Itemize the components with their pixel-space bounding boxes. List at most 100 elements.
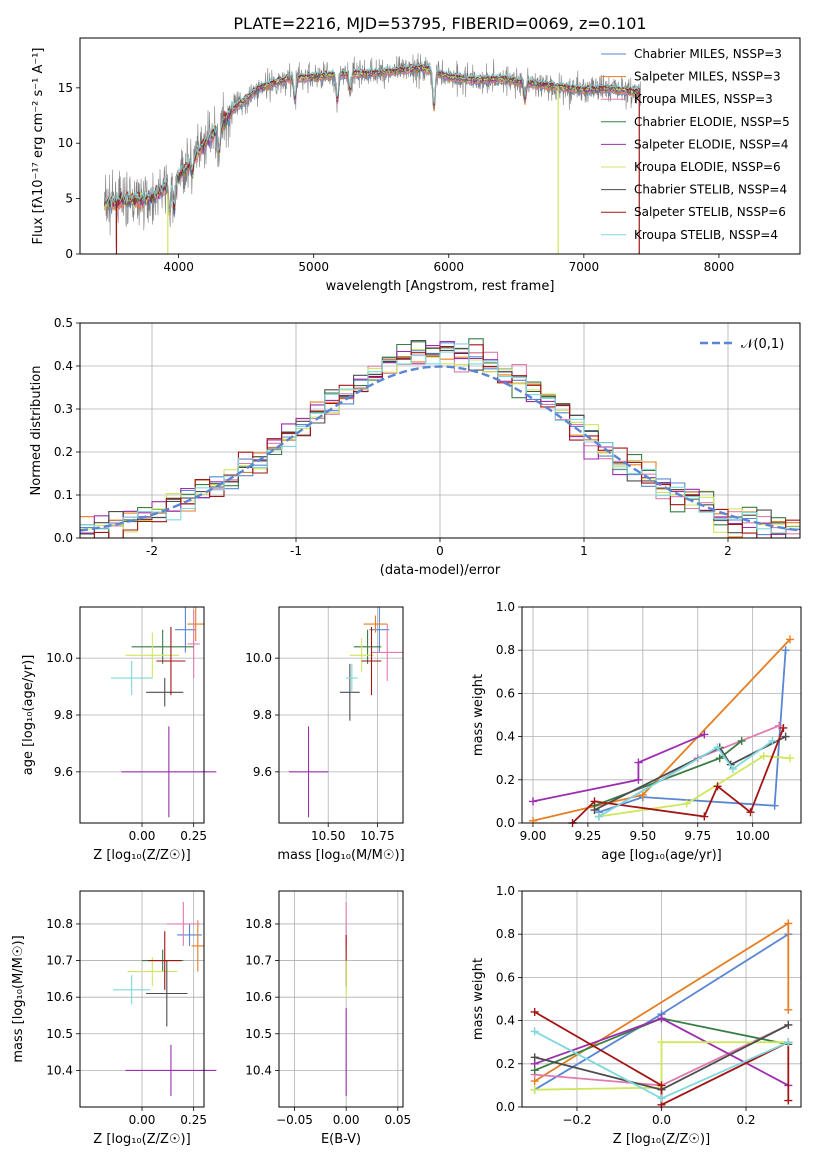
weight_vs_Z-point-marker: [784, 919, 793, 928]
residuals-ytick-label: 0.3: [54, 402, 73, 416]
weight_vs_age-ytick-label: 1.0: [496, 600, 515, 614]
weight_vs_Z-frame: [521, 890, 802, 1108]
weight_vs_Z-ytick-label: 0.4: [496, 1014, 515, 1028]
residuals-ylabel: Normed distribution: [29, 366, 44, 496]
weight_vs_age-ylabel: mass weight: [471, 674, 486, 756]
weight_vs_Z-point-marker: [530, 1053, 539, 1062]
mass_vs_EBV-frame: [278, 890, 404, 1108]
spectrum-legend-label: Kroupa MILES, NSSP=3: [634, 92, 773, 106]
mass_vs_Z-frame: [79, 890, 205, 1108]
weight_vs_age-point-marker: [768, 736, 777, 745]
weight_vs_age-point-marker: [775, 721, 784, 730]
age_vs_mass-ytick-label: 9.8: [253, 708, 272, 722]
spectrum-legend-label: Salpeter STELIB, NSSP=6: [634, 205, 786, 219]
weight_vs_age-point-marker: [779, 723, 788, 732]
residual-histogram-7: [80, 344, 800, 539]
weight_vs_age-xtick-label: 9.25: [575, 829, 602, 843]
weight_vs_age-point-marker: [781, 732, 790, 741]
spectrum-legend-label: Kroupa STELIB, NSSP=4: [634, 228, 778, 242]
spectrum-ytick-label: 5: [65, 192, 73, 206]
weight_vs_Z-series-line: [534, 1041, 789, 1091]
spectrum-xtick-label: 7000: [569, 260, 600, 274]
weight_vs_Z-point-marker: [657, 1081, 666, 1090]
weight_vs_age-point-marker: [737, 736, 746, 745]
mass_vs_EBV-ytick-label: 10.5: [245, 1027, 272, 1041]
weight_vs_age-point-marker: [786, 754, 795, 763]
residuals-ytick-label: 0.1: [54, 488, 73, 502]
weight_vs_Z-point-marker: [784, 1020, 793, 1029]
age_vs_Z-ytick-label: 9.8: [54, 708, 73, 722]
residual-legend-label: 𝒩(0,1): [741, 337, 784, 352]
age_vs_mass-frame: [278, 606, 404, 824]
spectrum-legend-label: Salpeter ELODIE, NSSP=4: [634, 137, 789, 151]
weight_vs_Z-ytick-label: 0.6: [496, 970, 515, 984]
weight_vs_age-point-marker: [715, 754, 724, 763]
weight_vs_age-series-line: [598, 740, 773, 818]
residuals-ytick-label: 0.5: [54, 316, 73, 330]
residuals-ytick-label: 0.0: [54, 531, 73, 545]
mass_vs_EBV-ytick-label: 10.8: [245, 917, 272, 931]
mass_vs_EBV-ytick-label: 10.6: [245, 990, 272, 1004]
normal-reference-curve: [79, 365, 801, 532]
weight_vs_age-series-line: [532, 733, 705, 803]
residuals-xtick-label: -1: [290, 544, 302, 558]
weight_vs_age-ytick-label: 0.0: [496, 816, 515, 830]
residual-histogram-8: [80, 343, 800, 534]
weight_vs_Z-xtick-label: 0.2: [736, 1113, 755, 1127]
weight_vs_Z-point-marker: [530, 1007, 539, 1016]
mass_vs_EBV-xtick-label: 0.05: [384, 1113, 411, 1127]
weight_vs_age-xlabel: age [log₁₀(age/yr)]: [601, 848, 722, 863]
weight_vs_age-xtick-label: 9.50: [629, 829, 656, 843]
weight_vs_Z-point-marker: [657, 1014, 666, 1023]
residuals-xtick-label: -2: [146, 544, 158, 558]
residuals-xtick-label: 0: [436, 544, 444, 558]
mass_vs_Z-ytick-label: 10.6: [46, 990, 73, 1004]
weight_vs_Z-point-marker: [657, 1094, 666, 1103]
weight_vs_age-ytick-label: 0.2: [496, 773, 515, 787]
weight_vs_age-point-marker: [634, 775, 643, 784]
spectrum-legend-label: Chabrier MILES, NSSP=3: [634, 47, 782, 61]
weight_vs_Z-xtick-label: 0.0: [652, 1113, 671, 1127]
mass_vs_Z-ylabel: mass [log₁₀(M/M☉)]: [11, 935, 26, 1062]
mass_vs_EBV-ytick-label: 10.4: [245, 1063, 272, 1077]
spectrum-model-line: [104, 61, 641, 212]
weight_vs_age-point-marker: [638, 790, 647, 799]
spectrum-xtick-label: 6000: [434, 260, 465, 274]
mass_vs_Z-ytick-label: 10.4: [46, 1063, 73, 1077]
age_vs_mass-ytick-label: 9.6: [253, 765, 272, 779]
weight_vs_Z-ytick-label: 0.2: [496, 1057, 515, 1071]
weight_vs_Z-ytick-label: 0.0: [496, 1100, 515, 1114]
spectrum-xlabel: wavelength [Angstrom, rest frame]: [326, 279, 555, 294]
residuals-ytick-label: 0.2: [54, 445, 73, 459]
age_vs_mass-xtick-label: 10.50: [311, 829, 345, 843]
mass_vs_EBV-xlabel: E(B-V): [321, 1132, 361, 1147]
weight_vs_Z-point-marker: [784, 1005, 793, 1014]
weight_vs_Z-point-marker: [657, 1038, 666, 1047]
spectrum-ytick-label: 0: [65, 247, 73, 261]
weight_vs_age-point-marker: [781, 646, 790, 655]
weight_vs_age-frame: [521, 606, 802, 824]
weight_vs_Z-xtick-label: −0.2: [562, 1113, 591, 1127]
age_vs_mass-xtick-label: 10.75: [360, 829, 394, 843]
weight_vs_Z-xlabel: Z [log₁₀(Z/Z☉)]: [613, 1132, 710, 1147]
weight_vs_Z-point-marker: [530, 1027, 539, 1036]
age_vs_Z-ytick-label: 10.0: [46, 651, 73, 665]
mass_vs_EBV-ytick-label: 10.7: [245, 954, 272, 968]
residual-histogram-4: [80, 340, 800, 535]
weight_vs_age-series-line: [598, 755, 791, 818]
spectrum-model-line: [104, 61, 641, 212]
spectrum-xtick-label: 8000: [704, 260, 735, 274]
weight_vs_Z-ytick-label: 0.8: [496, 927, 515, 941]
spectrum-legend-label: Chabrier STELIB, NSSP=4: [634, 183, 787, 197]
weight_vs_Z-point-marker: [784, 1096, 793, 1105]
weight_vs_age-point-marker: [746, 808, 755, 817]
weight_vs_age-point-marker: [770, 801, 779, 810]
mass_vs_Z-ytick-label: 10.8: [46, 917, 73, 931]
weight_vs_Z-point-marker: [784, 1038, 793, 1047]
mass_vs_EBV-xtick-label: −0.05: [276, 1113, 313, 1127]
age_vs_Z-frame: [79, 606, 205, 824]
weight_vs_age-point-marker: [700, 812, 709, 821]
weight_vs_age-point-marker: [590, 797, 599, 806]
